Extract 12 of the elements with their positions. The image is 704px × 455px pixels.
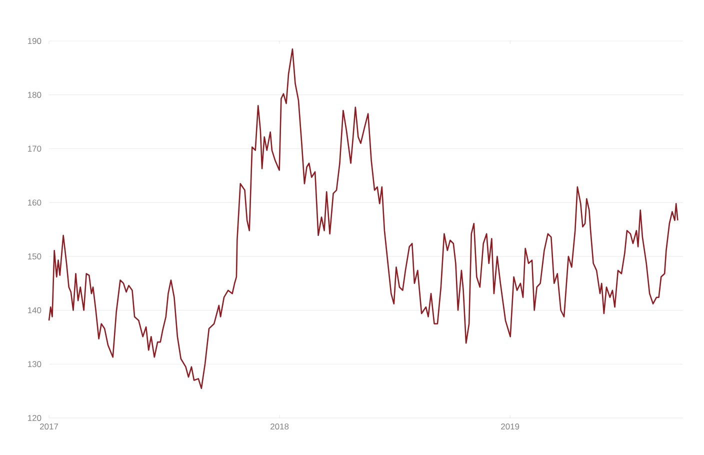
x-tick-label: 2019 — [501, 424, 520, 430]
y-tick-label: 170 — [28, 146, 42, 152]
x-tick-label: 2018 — [270, 424, 289, 430]
y-tick-label: 140 — [28, 307, 42, 314]
y-tick-label: 150 — [28, 253, 42, 260]
y-tick-label: 130 — [28, 361, 42, 368]
y-tick-label: 180 — [28, 92, 42, 98]
y-tick-label: 120 — [28, 414, 42, 421]
x-tick-label: 2017 — [40, 424, 58, 430]
y-tick-label: 160 — [28, 200, 42, 206]
y-tick-label: 190 — [28, 38, 42, 44]
line-series — [48, 48, 678, 390]
